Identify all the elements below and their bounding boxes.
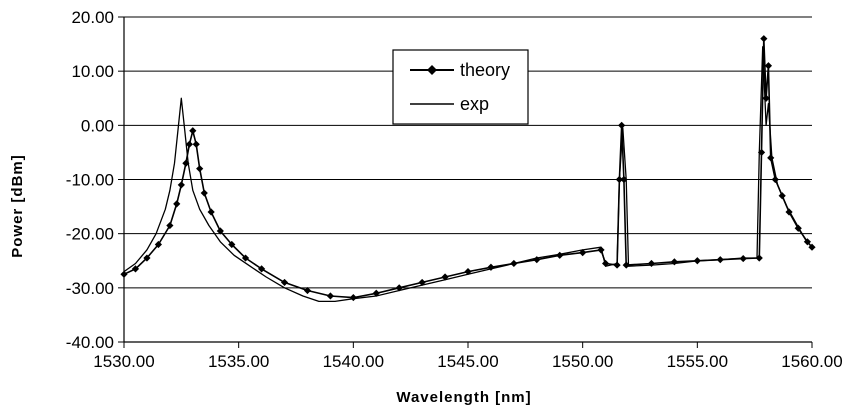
point-theory-49 [767, 154, 774, 161]
point-theory-39 [648, 260, 655, 267]
y-tick-label-3: -10.00 [66, 171, 114, 190]
point-theory-20 [327, 292, 334, 299]
point-theory-48 [765, 62, 772, 69]
legend-theory-label: theory [460, 60, 510, 80]
point-theory-18 [281, 279, 288, 286]
y-axis-title: Power [dBm] [9, 154, 26, 258]
legend: theory exp [393, 50, 528, 124]
x-tick-label-6: 1560.00 [781, 352, 842, 371]
y-tick-label-5: 10.00 [71, 62, 114, 81]
point-theory-40 [671, 258, 678, 265]
x-tick-label-3: 1545.00 [437, 352, 498, 371]
x-tick-label-5: 1555.00 [667, 352, 728, 371]
x-axis-title: Wavelength [nm] [396, 389, 531, 406]
point-theory-12 [201, 189, 208, 196]
x-tick-label-4: 1550.00 [552, 352, 613, 371]
y-tick-label-0: -40.00 [66, 333, 114, 352]
point-theory-11 [196, 165, 203, 172]
point-theory-46 [760, 35, 767, 42]
x-tick-label-1: 1535.00 [208, 352, 269, 371]
x-tick-label-0: 1530.00 [93, 352, 154, 371]
x-tick-label-2: 1540.00 [323, 352, 384, 371]
y-tick-label-4: 0.00 [81, 116, 114, 135]
legend-exp-label: exp [460, 94, 489, 114]
y-tick-label-6: 20.00 [71, 8, 114, 27]
point-theory-36 [618, 122, 625, 129]
point-theory-0 [120, 271, 127, 278]
point-theory-6 [178, 181, 185, 188]
point-theory-10 [193, 141, 200, 148]
y-tick-label-1: -30.00 [66, 279, 114, 298]
point-theory-5 [173, 200, 180, 207]
point-theory-4 [166, 222, 173, 229]
y-tick-label-2: -20.00 [66, 225, 114, 244]
point-theory-21 [350, 294, 357, 301]
point-theory-13 [208, 208, 215, 215]
point-theory-9 [189, 127, 196, 134]
